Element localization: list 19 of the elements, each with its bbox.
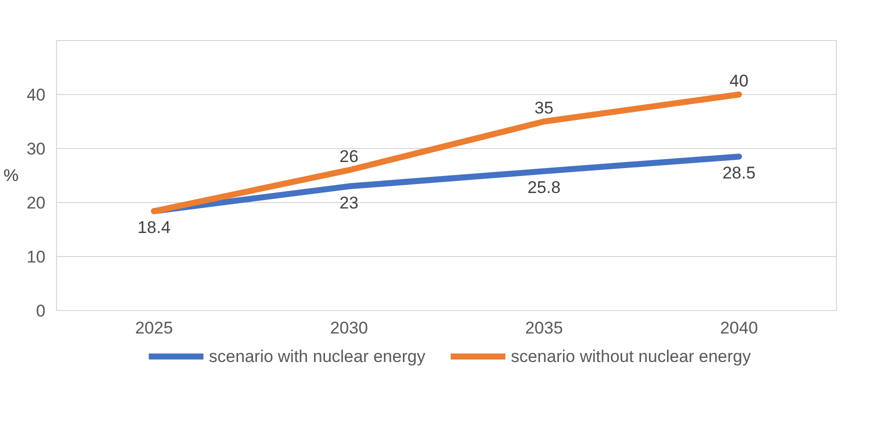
x-tick-label: 2035 xyxy=(525,318,563,338)
y-tick-label: 20 xyxy=(26,194,46,212)
x-tick-label: 2025 xyxy=(135,318,173,338)
data-label: 23 xyxy=(340,193,358,212)
data-label: 26 xyxy=(340,147,358,166)
data-label: 35 xyxy=(534,98,554,118)
legend-label: scenario without nuclear energy xyxy=(510,347,752,366)
y-axis-title: % xyxy=(3,166,19,185)
y-tick-label: 30 xyxy=(26,140,46,158)
y-tick-label: 40 xyxy=(26,86,46,104)
x-tick-label: 2030 xyxy=(330,318,368,338)
x-tick-label: 2040 xyxy=(720,318,758,338)
data-label: 28.5 xyxy=(722,164,756,183)
legend-label: scenario with nuclear energy xyxy=(208,347,426,366)
data-label: 40 xyxy=(730,72,748,90)
data-label: 18.4 xyxy=(137,218,171,238)
y-tick-label: 0 xyxy=(36,302,46,320)
data-label: 25.8 xyxy=(527,178,561,198)
y-tick-label: 10 xyxy=(26,248,46,266)
